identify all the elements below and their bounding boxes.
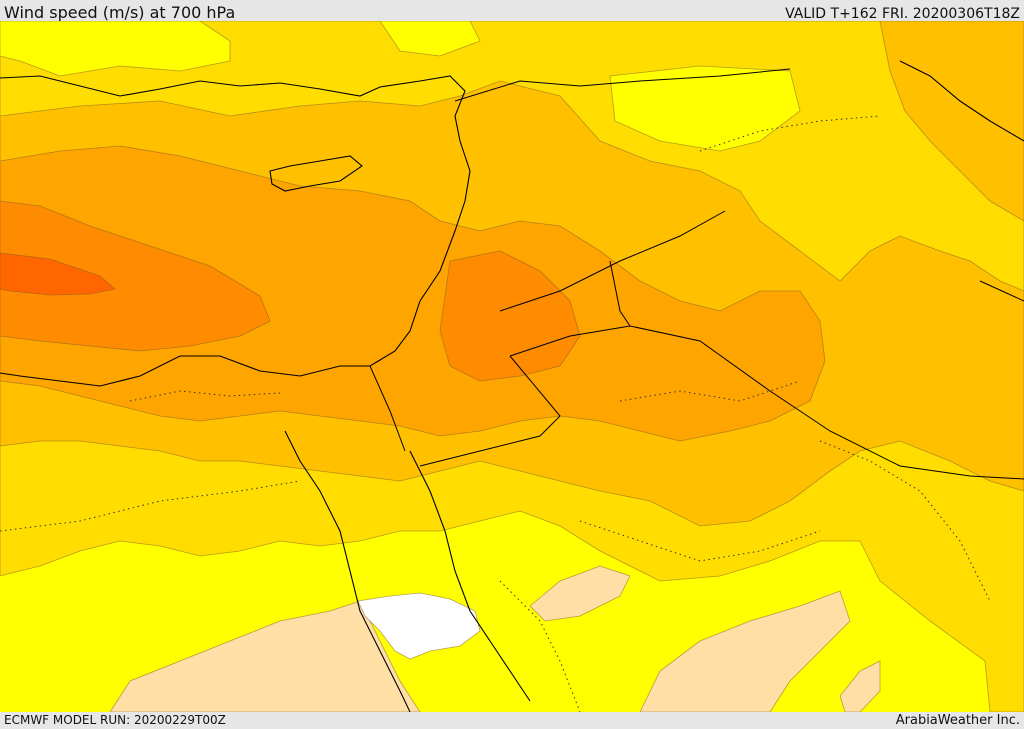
border-1 — [454, 68, 791, 102]
coastline-red-sea-east — [409, 450, 531, 702]
map-canvas — [0, 21, 1024, 712]
map-title: Wind speed (m/s) at 700 hPa — [4, 3, 236, 22]
band-higher-2 — [439, 250, 581, 382]
band-very-low — [357, 592, 481, 660]
valid-time: VALID T+162 FRI. 20200306T18Z — [785, 6, 1020, 22]
border-2 — [499, 210, 726, 312]
header-bar: Wind speed (m/s) at 700 hPa VALID T+162 … — [0, 0, 1024, 22]
band-low-patch-2 — [839, 660, 881, 712]
border-5 — [419, 355, 561, 467]
band-light-patch-2 — [379, 21, 481, 57]
band-low-southeast — [639, 590, 851, 712]
band-low-patch — [529, 565, 631, 622]
province-line-5 — [819, 440, 991, 602]
border-3 — [509, 325, 1024, 480]
footer-bar: ECMWF MODEL RUN: 20200229T00Z ArabiaWeat… — [0, 712, 1024, 729]
band-max — [0, 252, 116, 296]
border-6 — [609, 260, 631, 327]
model-run: ECMWF MODEL RUN: 20200229T00Z — [4, 713, 226, 727]
coastline-red-sea — [284, 430, 411, 712]
coastline-mediterranean — [0, 75, 471, 387]
wind-speed-map[interactable] — [0, 21, 1024, 712]
coastline-gulf — [899, 60, 1024, 142]
border-7 — [979, 280, 1024, 302]
province-line-2 — [579, 520, 821, 562]
coastline-cyprus — [269, 155, 363, 192]
band-low-south — [109, 600, 421, 712]
band-light-patch-north — [609, 65, 801, 152]
border-4 — [369, 365, 406, 452]
band-higher — [0, 200, 271, 352]
province-line-6 — [129, 390, 281, 402]
band-light-patch-northwest — [0, 21, 231, 77]
band-elevated-ne — [879, 21, 1024, 222]
province-line-7 — [619, 380, 801, 402]
credit: ArabiaWeather Inc. — [895, 713, 1020, 728]
band-high — [0, 145, 826, 442]
